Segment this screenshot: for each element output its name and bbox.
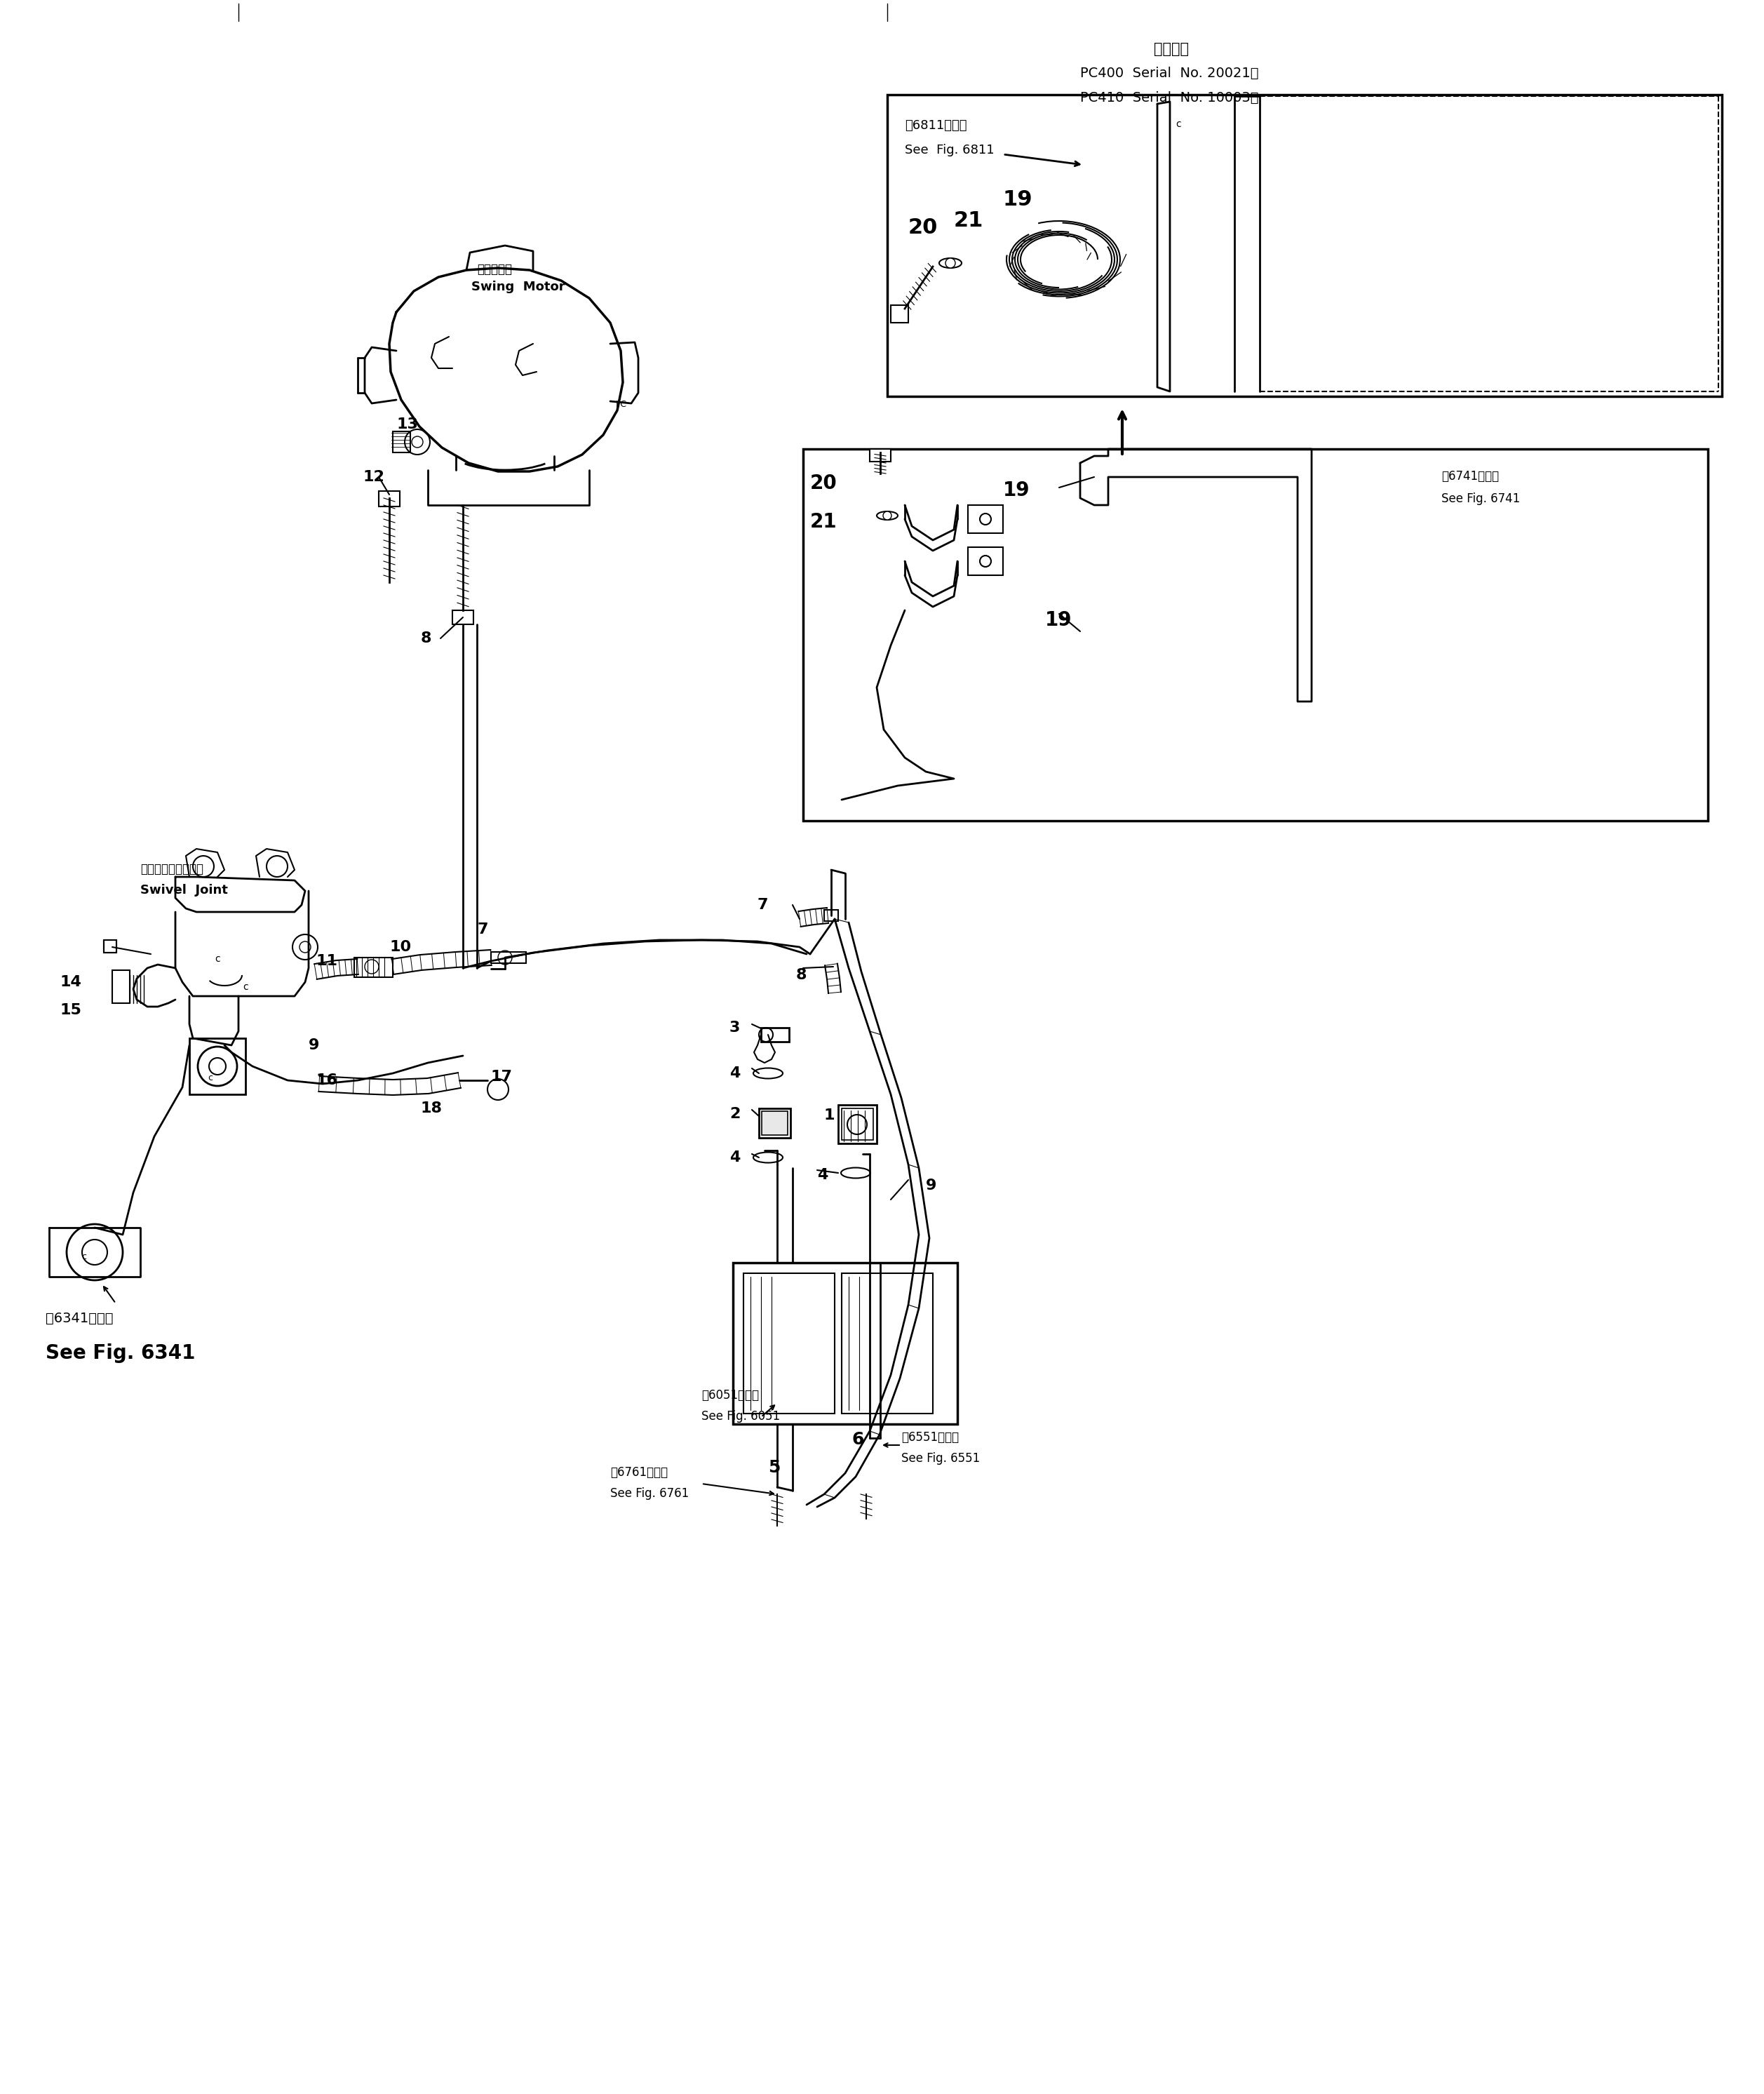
Text: 旋回モータ: 旋回モータ xyxy=(476,264,512,276)
Text: 11: 11 xyxy=(316,955,337,967)
Text: 6: 6 xyxy=(852,1430,864,1447)
Text: c: c xyxy=(81,1252,86,1261)
Text: 第6741図参照: 第6741図参照 xyxy=(1441,469,1499,482)
Text: PC410  Serial  No. 10003～: PC410 Serial No. 10003～ xyxy=(1080,92,1259,105)
Bar xyxy=(104,940,116,953)
Text: 7: 7 xyxy=(757,898,769,913)
Bar xyxy=(760,1028,789,1041)
Text: 8: 8 xyxy=(796,967,806,982)
Text: 19: 19 xyxy=(1044,609,1073,630)
Bar xyxy=(490,953,526,963)
Text: 4: 4 xyxy=(817,1168,827,1181)
Text: See  Fig. 6811: See Fig. 6811 xyxy=(905,144,995,157)
Text: 20: 20 xyxy=(810,473,838,494)
Text: See Fig. 6761: See Fig. 6761 xyxy=(610,1487,690,1499)
Bar xyxy=(452,609,473,624)
Bar xyxy=(762,1112,789,1135)
Bar xyxy=(379,492,400,507)
Text: 9: 9 xyxy=(309,1039,319,1053)
Text: 8: 8 xyxy=(422,632,432,645)
Text: 12: 12 xyxy=(363,469,385,484)
Text: 15: 15 xyxy=(60,1003,81,1018)
Text: 第6551図参照: 第6551図参照 xyxy=(901,1430,960,1443)
Text: See Fig. 6051: See Fig. 6051 xyxy=(702,1409,780,1422)
Text: 4: 4 xyxy=(730,1150,741,1164)
Bar xyxy=(743,1273,834,1413)
Text: 21: 21 xyxy=(954,211,984,230)
Text: 第6811図参照: 第6811図参照 xyxy=(905,119,967,132)
Bar xyxy=(838,1106,877,1143)
Text: PC400  Serial  No. 20021～: PC400 Serial No. 20021～ xyxy=(1080,67,1259,80)
Text: See Fig. 6341: See Fig. 6341 xyxy=(46,1344,196,1363)
Text: スイベルジョイント: スイベルジョイント xyxy=(141,863,203,875)
Text: 第6341図参照: 第6341図参照 xyxy=(46,1311,113,1326)
Bar xyxy=(734,1263,958,1424)
Bar xyxy=(393,431,411,452)
Text: See Fig. 6741: See Fig. 6741 xyxy=(1441,492,1521,505)
Bar xyxy=(841,1108,873,1139)
Text: 第6051図参照: 第6051図参照 xyxy=(702,1388,759,1401)
Bar xyxy=(113,970,131,1003)
Bar xyxy=(189,1039,245,1095)
Text: 21: 21 xyxy=(810,513,838,532)
Bar xyxy=(355,957,393,978)
Text: 17: 17 xyxy=(490,1070,513,1085)
Text: c: c xyxy=(215,955,221,963)
Bar xyxy=(891,306,908,322)
Text: 10: 10 xyxy=(390,940,411,955)
Text: 16: 16 xyxy=(316,1074,337,1087)
Text: See Fig. 6551: See Fig. 6551 xyxy=(901,1451,981,1464)
Bar xyxy=(968,505,1004,534)
Text: c: c xyxy=(1175,119,1182,130)
Text: 7: 7 xyxy=(476,923,489,936)
Text: 18: 18 xyxy=(422,1101,443,1116)
Text: 19: 19 xyxy=(1004,188,1034,209)
Bar xyxy=(803,448,1708,821)
Bar xyxy=(759,1108,790,1137)
Bar xyxy=(887,94,1722,396)
Text: Swing  Motor: Swing Motor xyxy=(471,281,564,293)
Text: 2: 2 xyxy=(730,1108,741,1120)
Text: 適用号機: 適用号機 xyxy=(1154,42,1189,57)
Bar xyxy=(968,547,1004,576)
Text: c: c xyxy=(208,1074,213,1083)
Bar xyxy=(870,448,891,461)
Text: 第6761図参照: 第6761図参照 xyxy=(610,1466,669,1478)
Text: 1: 1 xyxy=(824,1108,834,1122)
Circle shape xyxy=(946,258,956,268)
Text: 20: 20 xyxy=(908,218,938,239)
Text: 4: 4 xyxy=(730,1066,741,1081)
Text: Swivel  Joint: Swivel Joint xyxy=(141,884,228,896)
Text: 3: 3 xyxy=(730,1020,741,1034)
Bar xyxy=(824,911,838,921)
Text: 5: 5 xyxy=(767,1460,780,1476)
Text: IIC: IIC xyxy=(616,400,626,408)
Text: 9: 9 xyxy=(926,1179,937,1194)
Text: 13: 13 xyxy=(397,417,418,431)
Text: c: c xyxy=(243,982,249,993)
Text: 14: 14 xyxy=(60,976,81,988)
Bar xyxy=(841,1273,933,1413)
Circle shape xyxy=(884,511,891,519)
Text: 19: 19 xyxy=(1004,480,1030,500)
